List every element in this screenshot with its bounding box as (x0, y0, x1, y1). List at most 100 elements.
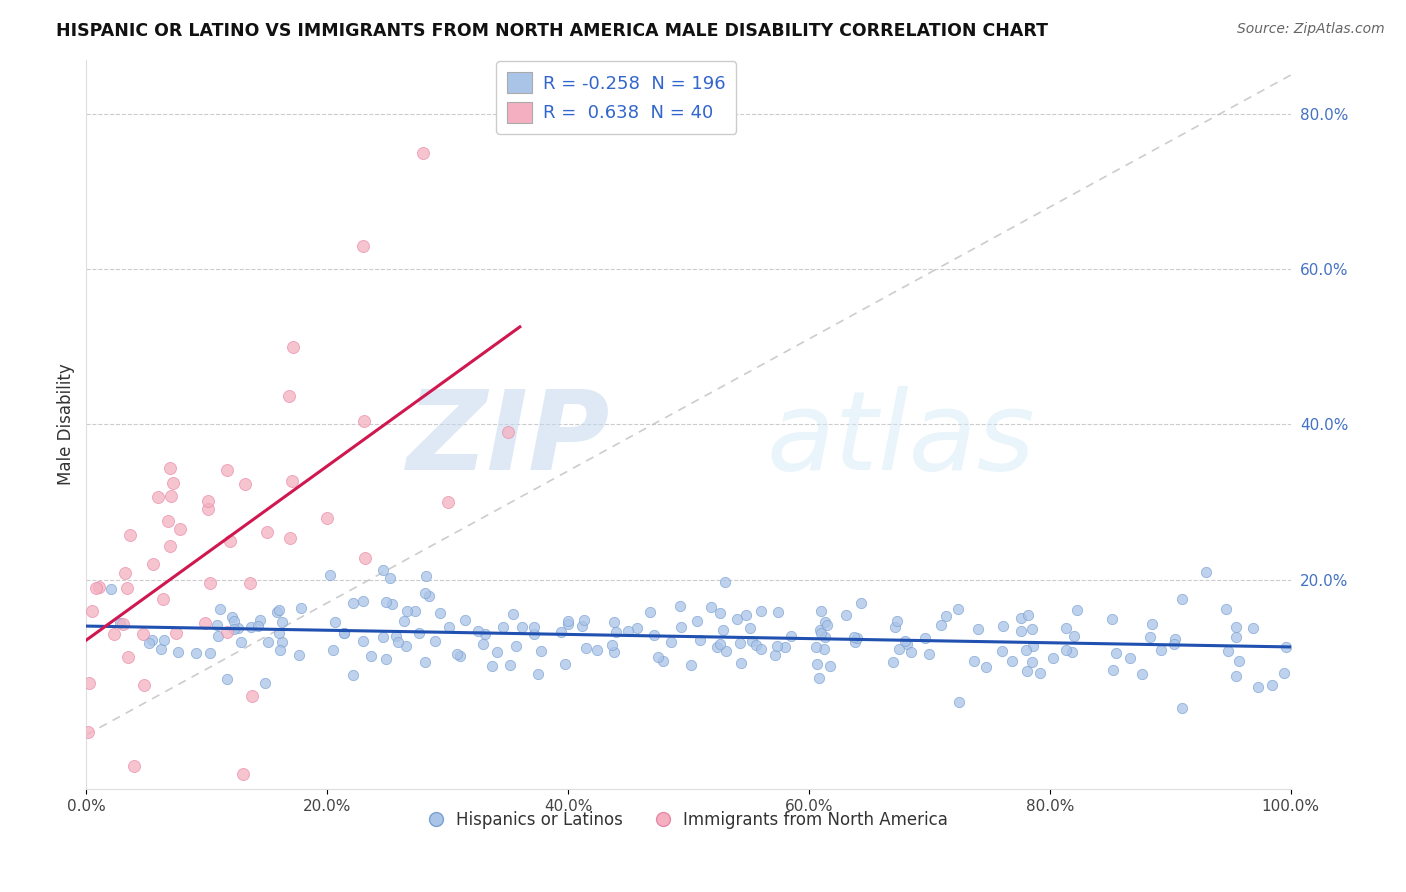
Point (111, 616, 134, 631)
Point (557, 617, 579, 632)
Point (1029, 666, 1052, 681)
Point (198, 576, 221, 591)
Point (373, 563, 395, 577)
Point (1247, 680, 1270, 694)
Point (1022, 639, 1045, 653)
Point (124, 759, 146, 773)
Point (740, 621, 762, 635)
Point (1021, 622, 1043, 636)
Point (240, 689, 263, 703)
Point (186, 646, 208, 660)
Point (714, 644, 737, 658)
Point (481, 659, 503, 673)
Point (395, 639, 418, 653)
Point (1225, 669, 1247, 683)
Point (1225, 630, 1247, 644)
Point (418, 589, 440, 603)
Point (990, 644, 1012, 658)
Point (226, 621, 249, 635)
Point (159, 461, 181, 475)
Point (267, 603, 290, 617)
Point (818, 659, 841, 673)
Point (208, 601, 231, 615)
Point (948, 695, 970, 709)
Point (384, 629, 406, 643)
Point (806, 657, 828, 672)
Point (1119, 650, 1142, 665)
Point (77, 725, 100, 739)
Point (935, 608, 957, 623)
Point (1102, 663, 1125, 677)
Point (353, 414, 375, 428)
Point (117, 581, 139, 595)
Point (1010, 611, 1032, 625)
Legend: Hispanics or Latinos, Immigrants from North America: Hispanics or Latinos, Immigrants from No… (423, 805, 955, 836)
Point (496, 425, 519, 439)
Point (352, 594, 374, 608)
Point (380, 571, 402, 585)
Point (232, 766, 254, 780)
Point (446, 648, 468, 662)
Point (681, 657, 703, 672)
Point (967, 622, 990, 636)
Point (253, 676, 276, 690)
Point (449, 648, 471, 663)
Point (342, 596, 364, 610)
Point (814, 615, 837, 629)
Point (709, 607, 731, 621)
Point (333, 625, 356, 640)
Point (1215, 602, 1237, 616)
Point (1017, 607, 1039, 622)
Point (110, 616, 132, 631)
Point (120, 528, 142, 542)
Point (217, 625, 239, 640)
Point (474, 627, 496, 641)
Text: HISPANIC OR LATINO VS IMMIGRANTS FROM NORTH AMERICA MALE DISABILITY CORRELATION : HISPANIC OR LATINO VS IMMIGRANTS FROM NO… (56, 22, 1049, 40)
Point (492, 620, 515, 634)
Point (706, 640, 728, 654)
Point (813, 641, 835, 656)
Point (741, 633, 763, 648)
Point (763, 648, 786, 662)
Point (1042, 650, 1064, 665)
Point (271, 635, 294, 649)
Point (929, 618, 952, 632)
Point (288, 648, 311, 662)
Point (686, 614, 709, 628)
Point (194, 615, 217, 630)
Point (80, 603, 103, 617)
Point (1105, 646, 1128, 660)
Point (626, 621, 648, 635)
Point (117, 650, 139, 665)
Point (505, 639, 527, 653)
Point (266, 605, 288, 619)
Point (354, 551, 377, 566)
Point (84, 581, 107, 595)
Point (557, 615, 579, 629)
Point (499, 657, 522, 672)
Point (472, 636, 495, 650)
Point (730, 657, 752, 671)
Point (766, 639, 789, 653)
Point (79, 676, 101, 690)
Point (918, 647, 941, 661)
Point (413, 655, 436, 669)
Point (669, 620, 692, 634)
Point (647, 649, 669, 664)
Point (222, 622, 245, 636)
Point (1216, 643, 1239, 657)
Point (586, 642, 609, 657)
Point (142, 557, 165, 571)
Point (412, 145, 434, 160)
Point (290, 601, 312, 615)
Point (1227, 654, 1250, 668)
Point (1021, 655, 1043, 669)
Point (152, 632, 174, 647)
Point (661, 635, 683, 649)
Point (157, 514, 180, 528)
Point (375, 652, 398, 666)
Point (197, 493, 219, 508)
Point (87, 580, 110, 594)
Point (218, 533, 240, 548)
Point (217, 463, 239, 477)
